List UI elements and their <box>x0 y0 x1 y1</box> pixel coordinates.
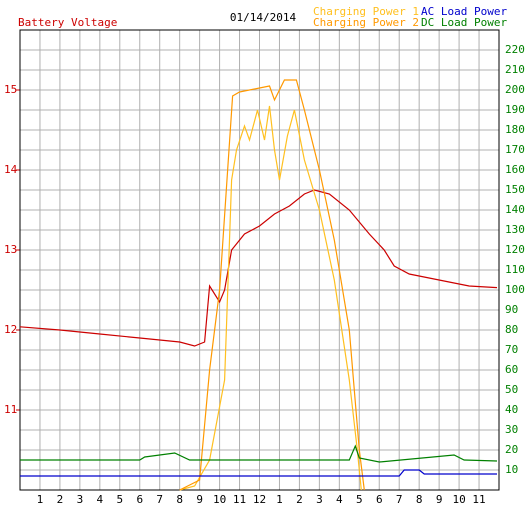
y-tick-label: 12 <box>4 323 17 336</box>
x-tick-label: 8 <box>176 493 183 506</box>
x-tick-label: 10 <box>452 493 465 506</box>
x-tick-label: 4 <box>97 493 104 506</box>
x-tick-label: 8 <box>416 493 423 506</box>
x-tick-label: 5 <box>116 493 123 506</box>
y2-tick-label: 210 <box>505 63 525 76</box>
x-tick-label: 3 <box>77 493 84 506</box>
x-tick-label: 2 <box>57 493 64 506</box>
y2-tick-label: 140 <box>505 203 525 216</box>
series-line <box>179 79 365 491</box>
y2-tick-label: 50 <box>505 383 518 396</box>
x-tick-label: 6 <box>136 493 143 506</box>
y2-tick-label: 40 <box>505 403 518 416</box>
legend-label: Battery Voltage <box>18 16 117 29</box>
x-tick-label: 10 <box>213 493 226 506</box>
x-tick-label: 7 <box>396 493 403 506</box>
y2-tick-label: 10 <box>505 463 518 476</box>
x-tick-label: 7 <box>156 493 163 506</box>
x-tick-label: 2 <box>296 493 303 506</box>
y2-tick-label: 150 <box>505 183 525 196</box>
y2-tick-label: 170 <box>505 143 525 156</box>
y2-tick-label: 190 <box>505 103 525 116</box>
x-tick-label: 9 <box>436 493 443 506</box>
x-tick-label: 1 <box>276 493 283 506</box>
y-tick-label: 13 <box>4 243 17 256</box>
y2-tick-label: 80 <box>505 323 518 336</box>
y2-tick-label: 60 <box>505 363 518 376</box>
y2-tick-label: 200 <box>505 83 525 96</box>
y2-tick-label: 130 <box>505 223 525 236</box>
y2-tick-label: 20 <box>505 443 518 456</box>
x-tick-label: 4 <box>336 493 343 506</box>
y2-tick-label: 160 <box>505 163 525 176</box>
series-line <box>20 469 497 477</box>
y2-tick-label: 30 <box>505 423 518 436</box>
series-line <box>179 105 362 491</box>
y2-tick-label: 180 <box>505 123 525 136</box>
chart-title: 01/14/2014 <box>230 11 297 24</box>
legend-label: Charging Power 2 <box>313 16 419 29</box>
y-tick-label: 15 <box>4 83 17 96</box>
series-line <box>19 189 498 347</box>
x-tick-label: 11 <box>472 493 485 506</box>
x-tick-label: 12 <box>253 493 266 506</box>
y2-tick-label: 100 <box>505 283 525 296</box>
x-tick-label: 1 <box>37 493 44 506</box>
y2-tick-label: 110 <box>505 263 525 276</box>
y2-tick-label: 70 <box>505 343 518 356</box>
x-tick-label: 6 <box>376 493 383 506</box>
x-tick-label: 3 <box>316 493 323 506</box>
y-tick-label: 14 <box>4 163 18 176</box>
plot-border <box>19 29 500 491</box>
y2-tick-label: 120 <box>505 243 525 256</box>
y2-tick-label: 90 <box>505 303 518 316</box>
x-tick-label: 5 <box>356 493 363 506</box>
x-tick-label: 9 <box>196 493 203 506</box>
y2-tick-label: 220 <box>505 43 525 56</box>
x-tick-label: 11 <box>233 493 246 506</box>
legend-label: Charging Power 1 <box>313 5 419 18</box>
legend-label: DC Load Power <box>421 16 507 29</box>
series-line <box>20 444 498 463</box>
y-tick-label: 11 <box>4 403 17 416</box>
legend-label: AC Load Power <box>421 5 507 18</box>
